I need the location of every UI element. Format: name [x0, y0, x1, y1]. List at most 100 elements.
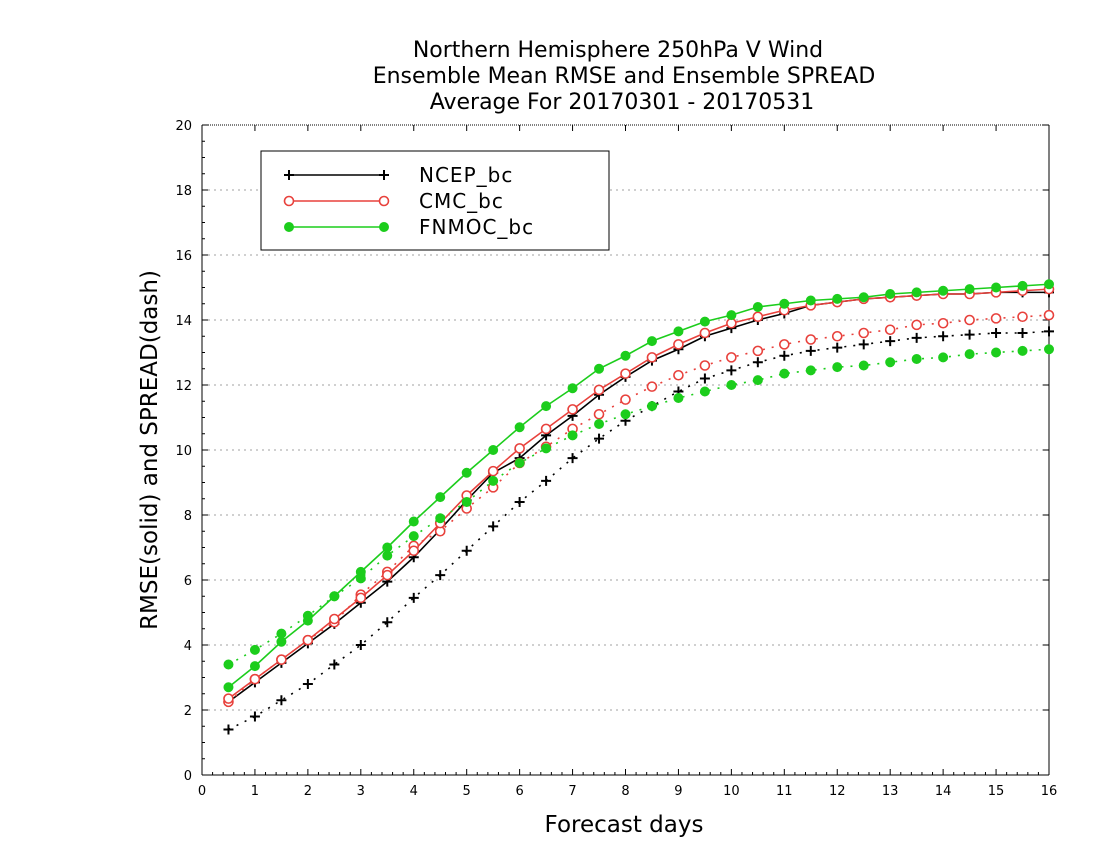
x-tick-label-8: 8 — [621, 784, 629, 799]
series-cmc-bc-spread-point — [805, 334, 817, 345]
x-tick-label-0: 0 — [198, 784, 206, 799]
series-fnmoc-bc-spread-point — [514, 458, 525, 468]
x-tick-label-13: 13 — [882, 784, 899, 799]
series-fnmoc-bc-spread-point — [541, 443, 552, 454]
series-cmc-bc-rmse-point — [487, 465, 499, 477]
x-tick-label-10: 10 — [723, 784, 740, 799]
series-fnmoc-bc-rmse-point — [779, 298, 790, 309]
series-ncep-bc-spread-point — [1017, 328, 1028, 338]
series-cmc-bc-spread-point — [1017, 311, 1028, 323]
series-ncep-bc-spread-point — [302, 679, 313, 689]
series-fnmoc-bc-rmse-point — [223, 682, 234, 693]
series-ncep-bc-spread-point — [858, 339, 869, 350]
series-cmc-bc-rmse-point — [355, 592, 367, 604]
series-fnmoc-bc-rmse-point — [885, 289, 896, 299]
series-fnmoc-bc-rmse-point — [805, 295, 816, 306]
series-fnmoc-bc-rmse-point — [832, 293, 843, 304]
series-fnmoc-bc-rmse-point — [620, 350, 631, 361]
series-cmc-bc-spread-point — [673, 369, 684, 381]
series-fnmoc-bc-rmse-point — [408, 516, 419, 527]
series-ncep-bc-spread-line — [228, 330, 1050, 731]
x-tick-label-2: 2 — [304, 784, 312, 799]
y-tick-label-2: 2 — [184, 704, 192, 719]
series-ncep-bc-spread-point — [594, 433, 605, 444]
series-fnmoc-bc-rmse-point — [276, 636, 287, 647]
x-tick-label-5: 5 — [463, 784, 471, 799]
series-fnmoc-bc-rmse-point — [567, 383, 578, 394]
series-fnmoc-bc-spread-point — [885, 357, 896, 368]
series-cmc-bc-rmse-point — [223, 693, 234, 704]
y-tick-label-6: 6 — [184, 574, 192, 589]
series-fnmoc-bc-spread-point — [435, 513, 446, 524]
series-fnmoc-bc-rmse-point — [461, 467, 472, 478]
series-fnmoc-bc-rmse-point — [752, 302, 763, 312]
series-fnmoc-bc-spread-point — [620, 409, 631, 420]
series-fnmoc-bc-spread-point — [805, 365, 816, 376]
series-ncep-bc-spread-point — [567, 453, 578, 464]
series-fnmoc-bc-spread-point — [726, 380, 737, 390]
series-cmc-bc-spread-point — [620, 394, 631, 405]
axes — [201, 124, 1050, 776]
series-fnmoc-bc-spread-point — [249, 644, 260, 655]
series-layer — [223, 279, 1055, 735]
y-tick-label-18: 18 — [175, 184, 192, 199]
y-tick-label-16: 16 — [175, 249, 192, 264]
series-fnmoc-bc-rmse-point — [1017, 280, 1028, 291]
series-ncep-bc-spread-point — [223, 724, 234, 735]
series-fnmoc-bc-spread-point — [646, 401, 657, 412]
series-fnmoc-bc-spread-point — [1044, 344, 1054, 355]
y-tick-label-8: 8 — [184, 509, 192, 524]
series-fnmoc-bc-spread-point — [408, 531, 419, 542]
series-ncep-bc-rmse-line — [227, 291, 1049, 703]
legend-label-cmc-bc: CMC_bc — [419, 189, 504, 213]
series-fnmoc-bc-rmse-point — [673, 326, 684, 337]
series-ncep-bc-spread-point — [779, 350, 790, 361]
series-fnmoc-bc-spread-point — [594, 419, 605, 429]
x-tick-label-12: 12 — [829, 784, 846, 799]
series-fnmoc-bc-rmse-point — [302, 615, 313, 626]
series-cmc-bc-spread-point — [726, 352, 737, 363]
series-ncep-bc-spread-point — [541, 475, 552, 486]
series-cmc-bc-spread-point — [1043, 309, 1055, 321]
y-tick-label-4: 4 — [184, 639, 192, 654]
series-fnmoc-bc-spread-point — [673, 393, 684, 403]
x-tick-label-6: 6 — [515, 784, 523, 799]
series-ncep-bc-spread-point — [355, 640, 366, 650]
series-cmc-bc-rmse-point — [408, 545, 420, 557]
series-ncep-bc-spread-point — [382, 617, 393, 628]
series-cmc-bc-rmse-point — [646, 352, 658, 363]
series-ncep-bc-spread-point — [699, 373, 710, 384]
grid-lines — [202, 189, 1049, 711]
series-cmc-bc-rmse-point — [593, 384, 605, 396]
chart-title-line-3: Average For 20170301 - 20170531 — [430, 90, 815, 115]
series-cmc-bc-rmse-point — [276, 654, 287, 665]
series-cmc-bc-rmse-point — [381, 569, 393, 581]
series-fnmoc-bc-rmse-point — [938, 285, 949, 296]
series-fnmoc-bc-rmse-point — [382, 542, 393, 553]
y-axis-label: RMSE(solid) and SPREAD(dash) — [137, 270, 163, 630]
x-tick-label-15: 15 — [988, 784, 1005, 799]
x-tick-label-1: 1 — [251, 784, 259, 799]
series-fnmoc-bc-spread-point — [1017, 345, 1028, 356]
series-ncep-bc-spread-point — [885, 336, 896, 347]
series-ncep-bc-spread-point — [276, 695, 287, 706]
series-fnmoc-bc-rmse-point — [514, 422, 525, 433]
series-fnmoc-bc-spread-point — [832, 362, 843, 373]
series-cmc-bc-spread-point — [990, 313, 1002, 324]
x-tick-label-11: 11 — [776, 784, 793, 799]
series-ncep-bc-spread-point — [938, 331, 949, 342]
series-cmc-bc-rmse-point — [302, 634, 314, 646]
series-fnmoc-bc-spread-point — [699, 386, 710, 397]
x-tick-label-3: 3 — [357, 784, 365, 799]
series-cmc-bc-spread-point — [779, 339, 790, 350]
series-cmc-bc-rmse-point — [514, 443, 525, 454]
series-fnmoc-bc-spread-point — [964, 349, 975, 360]
series-cmc-bc-spread-line — [227, 314, 1050, 703]
legend-marker-right-cmc-bc — [378, 195, 390, 207]
series-fnmoc-bc-spread-point — [858, 360, 869, 371]
series-fnmoc-bc-rmse-point — [249, 661, 260, 672]
